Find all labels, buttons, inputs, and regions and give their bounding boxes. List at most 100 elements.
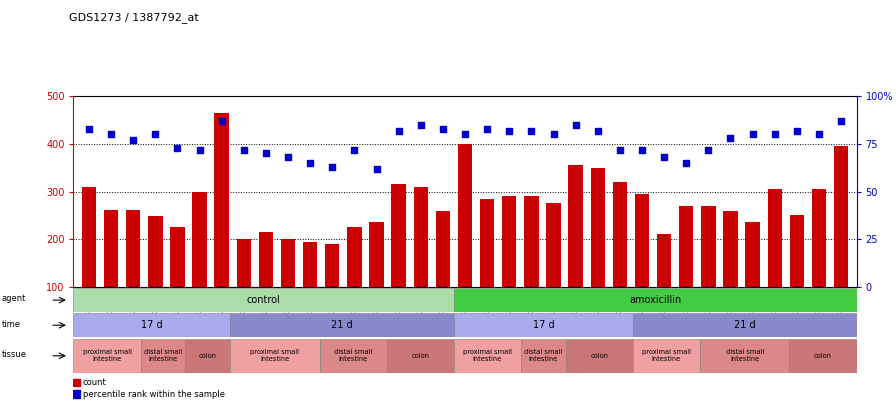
Bar [657,234,671,287]
Text: proximal small
intestine: proximal small intestine [82,349,132,362]
Point [502,128,516,134]
Bar [82,187,96,287]
Bar [193,192,207,287]
Point [280,154,295,160]
Bar [590,168,605,287]
Point [392,128,406,134]
Point [325,164,340,170]
Text: percentile rank within the sample: percentile rank within the sample [82,390,225,399]
Bar [185,339,230,373]
Bar [524,196,538,287]
Point [812,131,826,138]
Point [104,131,118,138]
Point [82,126,96,132]
Text: distal small
intestine: distal small intestine [334,349,372,362]
Bar [723,211,737,287]
Bar [812,189,826,287]
Point [369,166,383,172]
Bar [230,339,320,373]
Bar [768,189,782,287]
Bar [502,196,516,287]
Bar [214,113,228,287]
Bar [633,313,857,337]
Bar [679,206,694,287]
Point [237,147,251,153]
Text: distal small
intestine: distal small intestine [524,349,563,362]
Bar [104,210,118,287]
Bar [458,144,472,287]
Bar [126,210,141,287]
Point [834,118,849,124]
Text: control: control [246,295,280,305]
Bar [745,222,760,287]
Bar [568,165,582,287]
Text: amoxicillin: amoxicillin [629,295,681,305]
Text: proximal small
intestine: proximal small intestine [463,349,512,362]
Point [568,122,582,128]
Text: GDS1273 / 1387792_at: GDS1273 / 1387792_at [69,12,199,23]
Bar [369,222,383,287]
Bar [633,339,700,373]
Text: proximal small
intestine: proximal small intestine [642,349,691,362]
Bar [414,187,428,287]
Point [414,122,428,128]
Point [480,126,495,132]
Bar [834,146,849,287]
Text: distal small
intestine: distal small intestine [726,349,763,362]
Bar [73,313,230,337]
Text: count: count [82,378,107,387]
Bar [789,215,804,287]
Bar [73,379,81,386]
Bar [480,199,495,287]
Text: agent: agent [2,294,26,303]
Bar [613,182,627,287]
Bar [73,288,454,312]
Point [547,131,561,138]
Text: 17 d: 17 d [532,320,554,330]
Bar [454,313,633,337]
Point [789,128,804,134]
Bar [73,390,81,399]
Bar [73,339,141,373]
Text: 21 d: 21 d [734,320,755,330]
Bar [280,239,296,287]
Point [348,147,362,153]
Bar [547,203,561,287]
Text: colon: colon [199,353,217,359]
Bar [325,244,340,287]
Point [170,145,185,151]
Point [524,128,538,134]
Bar [170,227,185,287]
Bar [454,288,857,312]
Bar [230,313,454,337]
Text: 21 d: 21 d [332,320,353,330]
Point [259,150,273,157]
Bar [789,339,857,373]
Bar [320,339,387,373]
Bar [521,339,565,373]
Text: distal small
intestine: distal small intestine [144,349,182,362]
Bar [435,211,450,287]
Point [214,118,228,124]
Point [745,131,760,138]
Point [635,147,650,153]
Point [590,128,605,134]
Point [768,131,782,138]
Point [723,135,737,141]
Point [303,160,317,166]
Bar [148,216,162,287]
Point [657,154,671,160]
Text: tissue: tissue [2,350,27,358]
Text: proximal small
intestine: proximal small intestine [250,349,299,362]
Point [148,131,162,138]
Text: time: time [2,320,21,328]
Text: colon: colon [411,353,429,359]
Point [193,147,207,153]
Bar [454,339,521,373]
Bar [565,339,633,373]
Bar [700,339,789,373]
Bar [237,239,251,287]
Bar [141,339,185,373]
Point [126,137,141,143]
Point [613,147,627,153]
